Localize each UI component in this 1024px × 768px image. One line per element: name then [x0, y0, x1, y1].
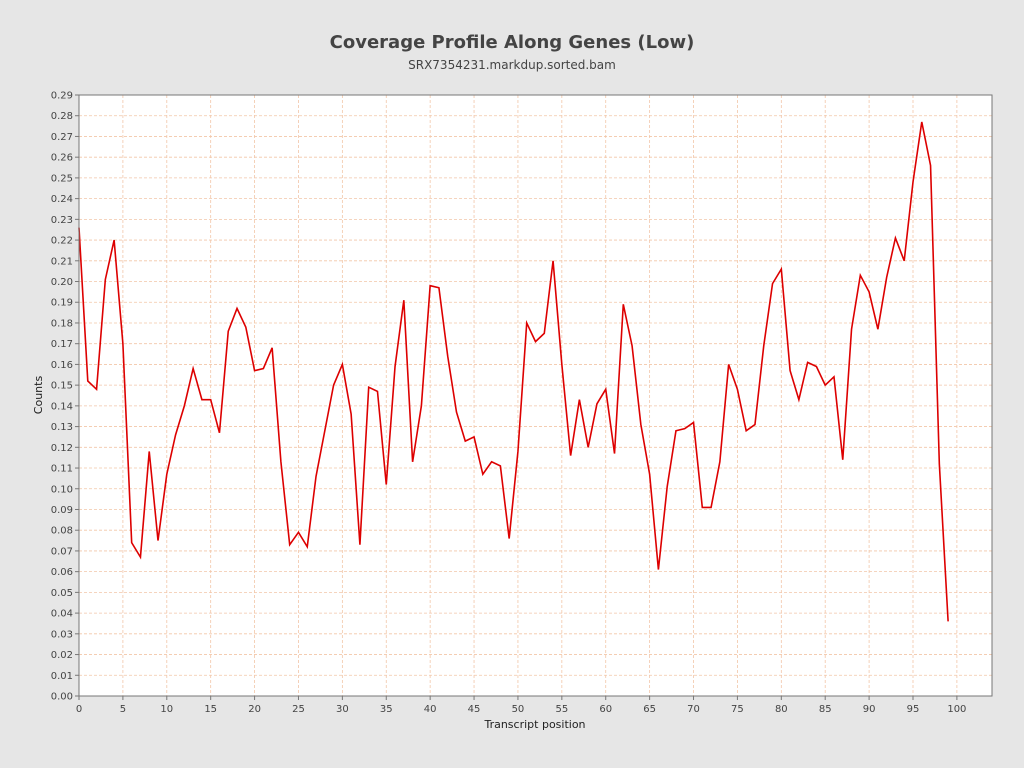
y-tick-label: 0.23	[51, 215, 73, 226]
y-tick-label: 0.15	[51, 381, 73, 392]
y-tick-label: 0.26	[51, 153, 73, 164]
plot-frame	[78, 94, 993, 697]
x-tick-label: 25	[292, 704, 305, 715]
x-tick-label: 95	[907, 704, 920, 715]
y-tick-label: 0.05	[51, 588, 73, 599]
y-tick-label: 0.13	[51, 422, 73, 433]
y-tick-label: 0.04	[51, 609, 73, 620]
x-tick-label: 20	[248, 704, 261, 715]
y-tick-label: 0.24	[51, 194, 73, 205]
y-tick-label: 0.28	[51, 111, 73, 122]
x-tick-label: 100	[947, 704, 966, 715]
y-tick-label: 0.09	[51, 505, 73, 516]
y-tick-label: 0.11	[51, 464, 73, 475]
y-tick-label: 0.02	[51, 650, 73, 661]
y-tick-label: 0.19	[51, 298, 73, 309]
y-tick-label: 0.08	[51, 526, 73, 537]
x-tick-label: 65	[643, 704, 656, 715]
y-tick-label: 0.03	[51, 629, 73, 640]
x-tick-label: 85	[819, 704, 832, 715]
y-tick-label: 0.22	[51, 236, 73, 247]
x-tick-label: 45	[468, 704, 481, 715]
chart-title: Coverage Profile Along Genes (Low)	[330, 32, 695, 53]
plot-area	[79, 95, 992, 696]
x-tick-label: 35	[380, 704, 393, 715]
y-tick-label: 0.16	[51, 360, 73, 371]
x-tick-label: 55	[555, 704, 568, 715]
y-axis-label: Counts	[32, 376, 45, 415]
x-axis: 0 5 10 15 20 25 30 35 40 45 50 55 60 65 70 75 80 85 90 95 10…	[76, 696, 966, 715]
chart-subtitle: SRX7354231.markdup.sorted.bam	[408, 58, 616, 72]
data-line	[78, 121, 949, 622]
x-tick-label: 80	[775, 704, 788, 715]
x-axis-label: Transcript position	[483, 718, 585, 731]
series-line	[78, 121, 949, 622]
x-tick-label: 0	[76, 704, 82, 715]
x-tick-label: 50	[512, 704, 525, 715]
x-tick-label: 75	[731, 704, 744, 715]
x-tick-label: 5	[120, 704, 126, 715]
y-tick-label: 0.14	[51, 401, 73, 412]
x-tick-label: 30	[336, 704, 349, 715]
x-tick-label: 15	[204, 704, 217, 715]
x-tick-label: 90	[863, 704, 876, 715]
y-tick-label: 0.07	[51, 546, 73, 557]
x-tick-label: 60	[599, 704, 612, 715]
x-tick-label: 10	[160, 704, 173, 715]
x-tick-label: 70	[687, 704, 700, 715]
y-tick-label: 0.29	[51, 91, 73, 102]
x-tick-label: 40	[424, 704, 437, 715]
y-axis: 0.00 0.01 0.02 0.03 0.04 0.05 0.06 0.07 0.08 0.09…	[51, 91, 79, 703]
y-tick-label: 0.17	[51, 339, 73, 350]
y-tick-label: 0.12	[51, 443, 73, 454]
y-tick-label: 0.25	[51, 173, 73, 184]
y-tick-label: 0.27	[51, 132, 73, 143]
y-tick-label: 0.10	[51, 484, 73, 495]
y-tick-label: 0.01	[51, 671, 73, 682]
y-tick-label: 0.06	[51, 567, 73, 578]
y-tick-label: 0.20	[51, 277, 73, 288]
y-tick-label: 0.21	[51, 256, 73, 267]
y-tick-label: 0.00	[51, 692, 73, 703]
y-tick-label: 0.18	[51, 318, 73, 329]
